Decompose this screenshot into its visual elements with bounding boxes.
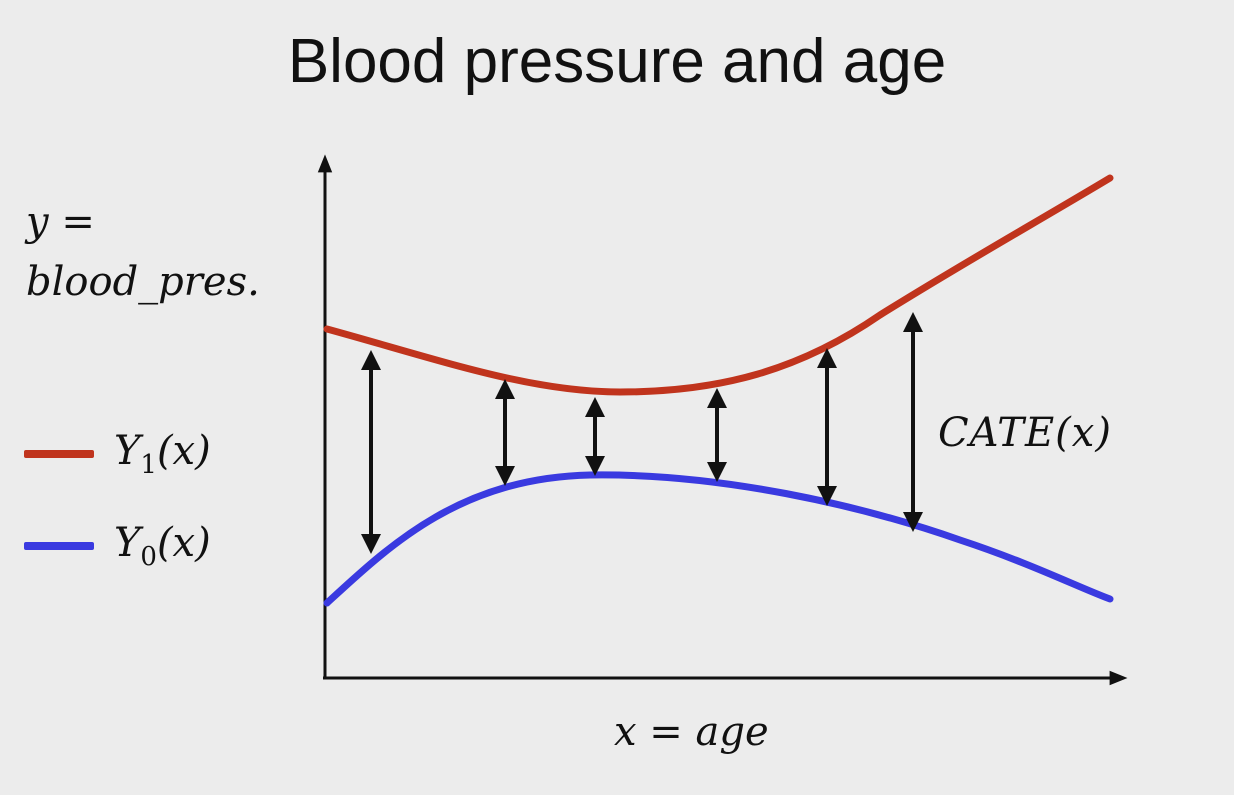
legend-item-y1: Y1(x) bbox=[24, 426, 211, 482]
y0-curve bbox=[323, 471, 1114, 607]
y-axis-label-line1: y = bbox=[26, 199, 95, 245]
y-axis-label-line2: blood_pres. bbox=[26, 259, 260, 305]
legend-label-y0: Y0(x) bbox=[114, 520, 211, 572]
y-axis-label: y = blood_pres. bbox=[26, 192, 260, 312]
cate-label: CATE(x) bbox=[938, 410, 1112, 456]
x-axis-label: x = age bbox=[614, 709, 769, 755]
y1-curve bbox=[323, 174, 1114, 396]
slide-title: Blood pressure and age bbox=[287, 27, 947, 96]
cate-arrows bbox=[361, 312, 923, 554]
legend-item-y0: Y0(x) bbox=[24, 518, 211, 574]
legend-swatch-y0 bbox=[24, 542, 94, 550]
legend-label-y1: Y1(x) bbox=[114, 428, 211, 480]
legend-swatch-y1 bbox=[24, 450, 94, 458]
